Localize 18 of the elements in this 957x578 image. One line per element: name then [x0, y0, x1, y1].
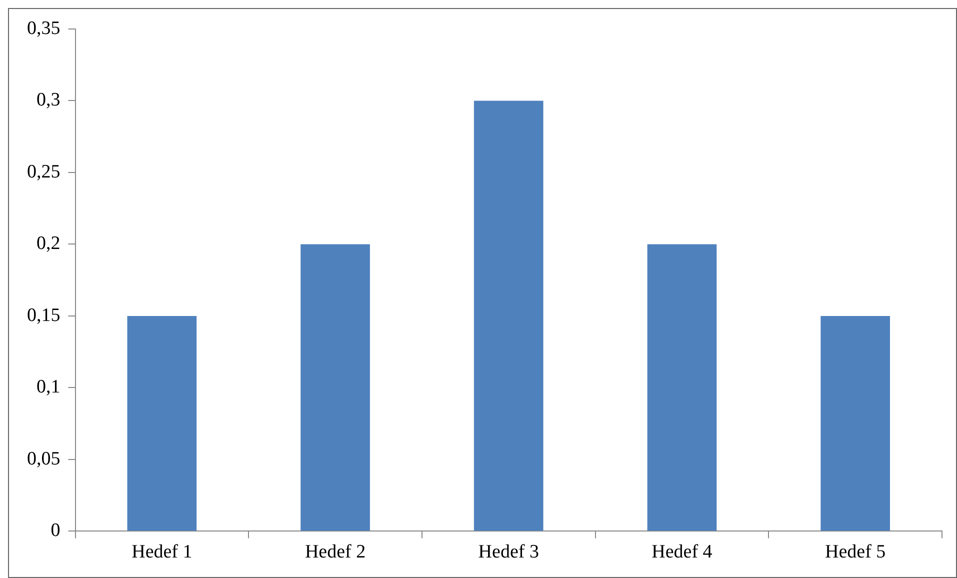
bar — [647, 244, 717, 531]
x-tick-label: Hedef 1 — [132, 542, 192, 563]
x-tick-label: Hedef 5 — [824, 542, 886, 563]
y-tick-label: 0,05 — [27, 448, 60, 470]
bar — [300, 244, 370, 531]
x-tick-label: Hedef 3 — [478, 542, 539, 563]
bar — [820, 316, 890, 531]
y-tick-label: 0,35 — [27, 18, 60, 39]
bar — [127, 316, 197, 531]
y-tick-label: 0,2 — [36, 233, 60, 254]
x-tick-label: Hedef 2 — [304, 542, 366, 563]
y-tick-label: 0,25 — [27, 161, 60, 182]
y-tick-label: 0 — [50, 520, 60, 542]
x-tick-label: Hedef 4 — [652, 542, 713, 563]
bar — [474, 100, 544, 531]
y-tick-label: 0,15 — [27, 304, 60, 326]
y-tick-label: 0,3 — [36, 90, 60, 111]
y-tick-label: 0,1 — [36, 376, 60, 398]
